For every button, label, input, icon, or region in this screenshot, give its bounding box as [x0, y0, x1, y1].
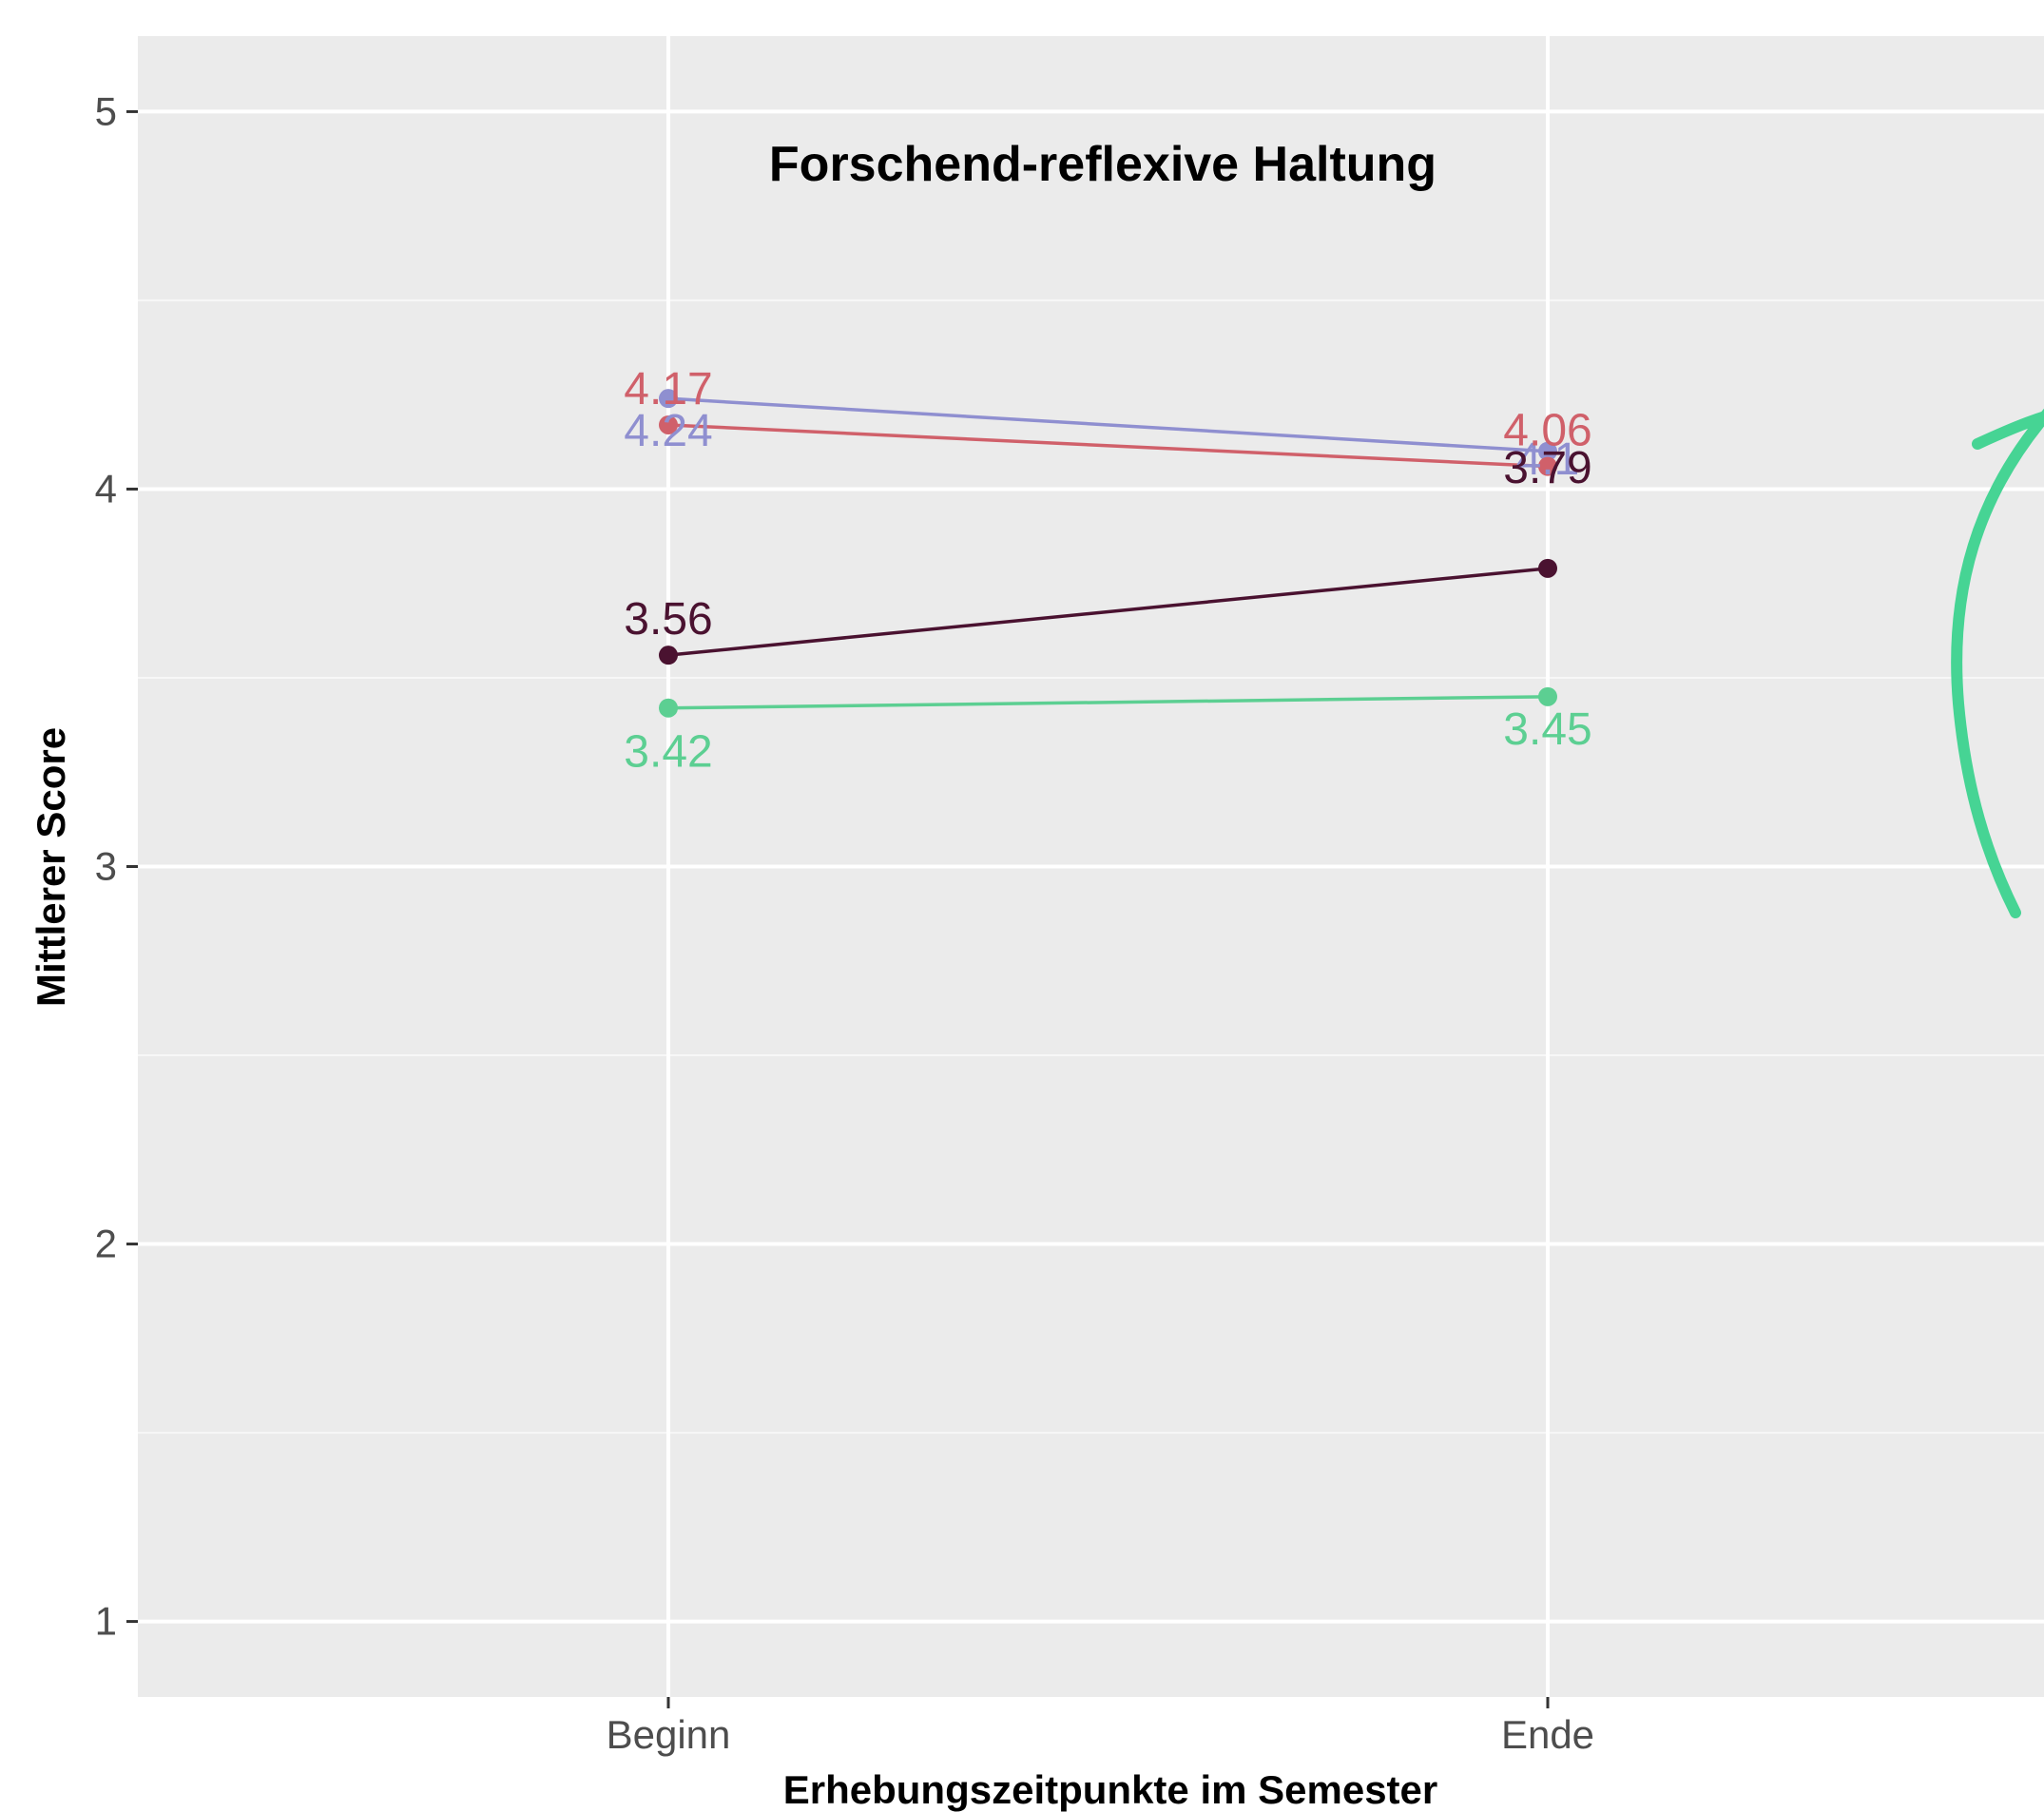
series-line [667, 567, 1549, 657]
data-point [659, 646, 678, 665]
x-axis: Beginn Ende [607, 1697, 1594, 1757]
y-tick-label: 2 [95, 1222, 117, 1266]
data-label: 3.56 [624, 594, 712, 645]
series-line [667, 396, 1549, 453]
data-point [1538, 456, 1557, 476]
y-tick-label: 5 [95, 88, 117, 133]
major-gridlines [138, 36, 2044, 1697]
data-point [1538, 441, 1557, 461]
y-tick-label: 4 [95, 466, 117, 511]
data-point [659, 698, 678, 718]
data-label: 4.24 [624, 406, 712, 456]
data-label: 4.1 [1516, 434, 1580, 485]
data-label: 3.79 [1503, 443, 1591, 493]
data-point [659, 414, 678, 434]
data-label: 3.42 [624, 727, 712, 778]
data-label: 4.06 [1503, 406, 1591, 456]
data-point [1538, 558, 1557, 578]
y-axis: 1 2 3 4 5 [95, 88, 138, 1644]
y-tick-label: 1 [95, 1599, 117, 1644]
y-tick-label: 3 [95, 844, 117, 889]
minor-gridlines [138, 299, 2044, 1435]
x-tick-label: Beginn [607, 1712, 731, 1757]
data-label: 3.45 [1503, 704, 1591, 755]
series-line [667, 423, 1549, 469]
decorative-arc [1951, 408, 2044, 918]
x-tick-label: Ende [1501, 1712, 1594, 1757]
plot-title: Forschend-reflexive Haltung [769, 137, 1437, 192]
x-axis-title: Erhebungszeitpunkte im Semester [783, 1767, 1438, 1812]
y-axis-title: Mittlerer Score [29, 727, 73, 1007]
series-line [667, 695, 1549, 710]
series-layer: 4.24 4.1 4.17 4.06 3.56 3.79 3.42 3.45 [624, 364, 1591, 778]
data-point [1538, 686, 1557, 706]
data-label: 4.17 [624, 364, 712, 414]
data-point [659, 389, 678, 409]
